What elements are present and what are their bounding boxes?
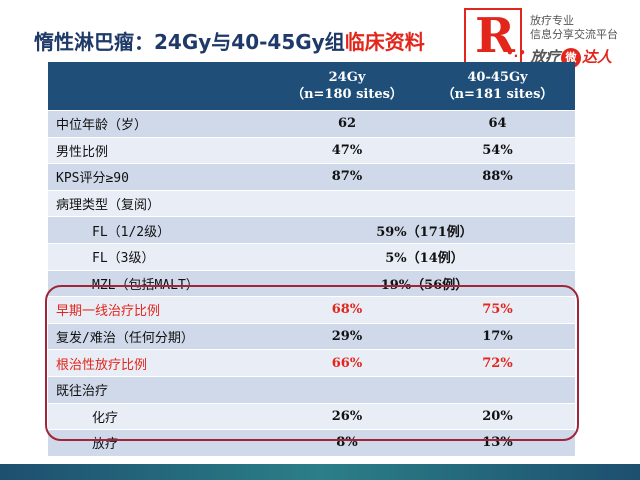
row-label: 既往治疗 <box>48 375 274 404</box>
row-label: 放疗 <box>48 429 274 456</box>
slide-title: 惰性淋巴瘤：24Gy与40-45Gy组临床资料 <box>34 26 425 55</box>
cell-24gy: 62 <box>274 110 420 138</box>
cell-40-45gy: 75% <box>420 296 575 324</box>
brand-logo: R •.• 放疗专业 信息分享交流平台 放疗微达人 <box>464 8 636 72</box>
logo-brand-pre: 放疗 <box>530 48 561 66</box>
row-label: 根治性放疗比例 <box>48 349 274 377</box>
cell-40-45gy: 72% <box>420 349 575 377</box>
header-24gy: 24Gy （n=180 sites） <box>274 62 420 111</box>
merged-cell: 59%（171例） <box>274 216 575 244</box>
logo-brand-name: 放疗微达人 <box>530 46 612 68</box>
cell-40-45gy: 88% <box>420 163 575 191</box>
header-40-45gy-n: （n=181 sites） <box>441 87 554 102</box>
row-label: 中位年龄（岁） <box>48 110 274 138</box>
row-label: 早期一线治疗比例 <box>48 296 274 324</box>
table-row: FL（1/2级） 59%（171例） <box>48 216 575 244</box>
cell-24gy: 68% <box>274 296 420 324</box>
row-label: FL（1/2级） <box>48 216 274 244</box>
table-row: MZL（包括MALT） 19%（56例） <box>48 269 575 297</box>
logo-tagline-1: 放疗专业 <box>530 14 574 27</box>
table-row-section: 既往治疗 <box>48 375 575 404</box>
header-40-45gy-dose: 40-45Gy <box>467 70 528 85</box>
cell-40-45gy: 54% <box>420 136 575 164</box>
cell-40-45gy: 64 <box>420 110 575 138</box>
header-24gy-dose: 24Gy <box>328 70 366 85</box>
cell-24gy: 26% <box>274 402 420 430</box>
logo-tagline-2: 信息分享交流平台 <box>530 28 618 41</box>
table-row: 根治性放疗比例 66% 72% <box>48 349 575 377</box>
cell-40-45gy: 13% <box>420 429 575 456</box>
logo-r-letter: R <box>475 8 515 64</box>
row-label: 复发/难治（任何分期） <box>48 322 274 350</box>
merged-cell: 5%（14例） <box>274 242 575 271</box>
merged-cell: 19%（56例） <box>274 269 575 297</box>
clinical-data-table: 24Gy （n=180 sites） 40-45Gy （n=181 sites） 中… <box>48 62 575 456</box>
footer-bar <box>0 464 640 480</box>
header-40-45gy: 40-45Gy （n=181 sites） <box>420 62 575 111</box>
table-row-section: 病理类型（复阅） <box>48 189 575 217</box>
header-24gy-n: （n=180 sites） <box>291 87 403 102</box>
cell-40-45gy: 17% <box>420 322 575 350</box>
row-label: 男性比例 <box>48 136 274 164</box>
table-row: FL（3级） 5%（14例） <box>48 242 575 271</box>
table-row: 男性比例 47% 54% <box>48 136 575 164</box>
row-label: 病理类型（复阅） <box>48 189 274 217</box>
cell-24gy: 47% <box>274 136 420 164</box>
table-row: 复发/难治（任何分期） 29% 17% <box>48 322 575 350</box>
logo-dots-icon: •.• <box>506 46 526 60</box>
empty-cell <box>274 189 575 217</box>
cell-24gy: 66% <box>274 349 420 377</box>
table-row: 中位年龄（岁） 62 64 <box>48 110 575 138</box>
header-empty <box>48 62 274 111</box>
row-label: FL（3级） <box>48 242 274 271</box>
cell-24gy: 87% <box>274 163 420 191</box>
logo-r-box: R •.• <box>464 8 526 64</box>
cell-40-45gy: 20% <box>420 402 575 430</box>
row-label: KPS评分≥90 <box>48 163 274 191</box>
row-label: MZL（包括MALT） <box>48 269 274 297</box>
title-highlight: 临床资料 <box>344 30 425 54</box>
table-header-row: 24Gy （n=180 sites） 40-45Gy （n=181 sites） <box>48 62 575 111</box>
table-row: 放疗 8% 13% <box>48 429 575 456</box>
highlight-box <box>45 285 579 441</box>
title-main: 惰性淋巴瘤：24Gy与40-45Gy组 <box>34 30 345 54</box>
logo-brand-post: 达人 <box>582 48 613 66</box>
table-row: 化疗 26% 20% <box>48 402 575 430</box>
cell-24gy: 29% <box>274 322 420 350</box>
empty-cell <box>274 375 575 404</box>
table-row: KPS评分≥90 87% 88% <box>48 163 575 191</box>
cell-24gy: 8% <box>274 429 420 456</box>
row-label: 化疗 <box>48 402 274 430</box>
table-row: 早期一线治疗比例 68% 75% <box>48 296 575 324</box>
